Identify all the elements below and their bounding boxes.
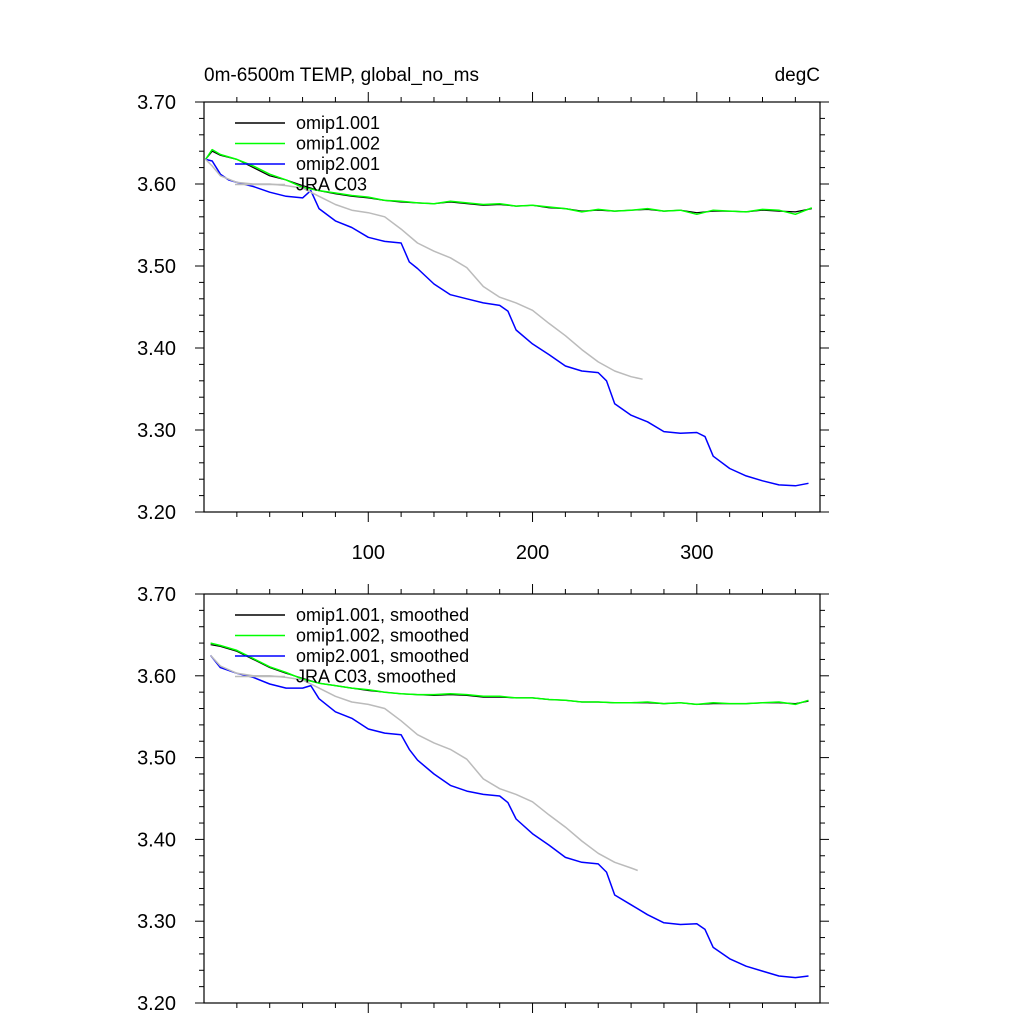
top-panel: 3.20 3.30 3.40 3.50 3.60 3.70 100 200 300 omip1.0… [137,92,829,564]
x-tick-label: 200 [516,542,549,564]
legend-smoothed-label: omip2.001, smoothed [296,646,469,666]
x-tick-label: 300 [680,542,713,564]
plot-frame [203,593,821,1004]
series-line-2 [210,654,809,979]
legend-smoothed-label: omip1.001, smoothed [296,605,469,625]
legend-label: JRA C03 [296,175,367,195]
x-tick-label: 100 [352,542,385,564]
y-tick-label: 3.50 [137,748,176,770]
units-label: degC [775,65,820,86]
legend-label: omip1.001 [296,113,380,133]
y-tick-label: 3.30 [137,911,176,933]
series-line-1 [204,148,813,216]
y-tick-label: 3.70 [137,584,176,606]
plot-frame [203,101,821,513]
chart-title: 0m-6500m TEMP, global_no_ms [204,65,479,86]
y-tick-label: 3.40 [137,338,176,360]
legend-smoothed-label: omip1.002, smoothed [296,626,469,646]
y-tick-label: 3.70 [137,92,176,114]
y-tick-label: 3.40 [137,829,176,851]
legend-smoothed-label: JRA C03, smoothed [296,667,456,687]
y-tick-label: 3.50 [137,256,176,278]
series-line-3 [210,654,638,872]
bottom-panel: 3.20 3.30 3.40 3.50 3.60 3.70 omip1.001, smoot… [137,584,829,1015]
series-line-1 [210,642,809,706]
legend-label: omip2.001 [296,154,380,174]
y-tick-label: 3.60 [137,174,176,196]
series-line-2 [205,158,809,487]
y-tick-label: 3.60 [137,666,176,688]
legend-label: omip1.002 [296,134,380,154]
y-tick-label: 3.20 [137,502,176,524]
y-tick-label: 3.30 [137,420,176,442]
y-tick-label: 3.20 [137,993,176,1015]
